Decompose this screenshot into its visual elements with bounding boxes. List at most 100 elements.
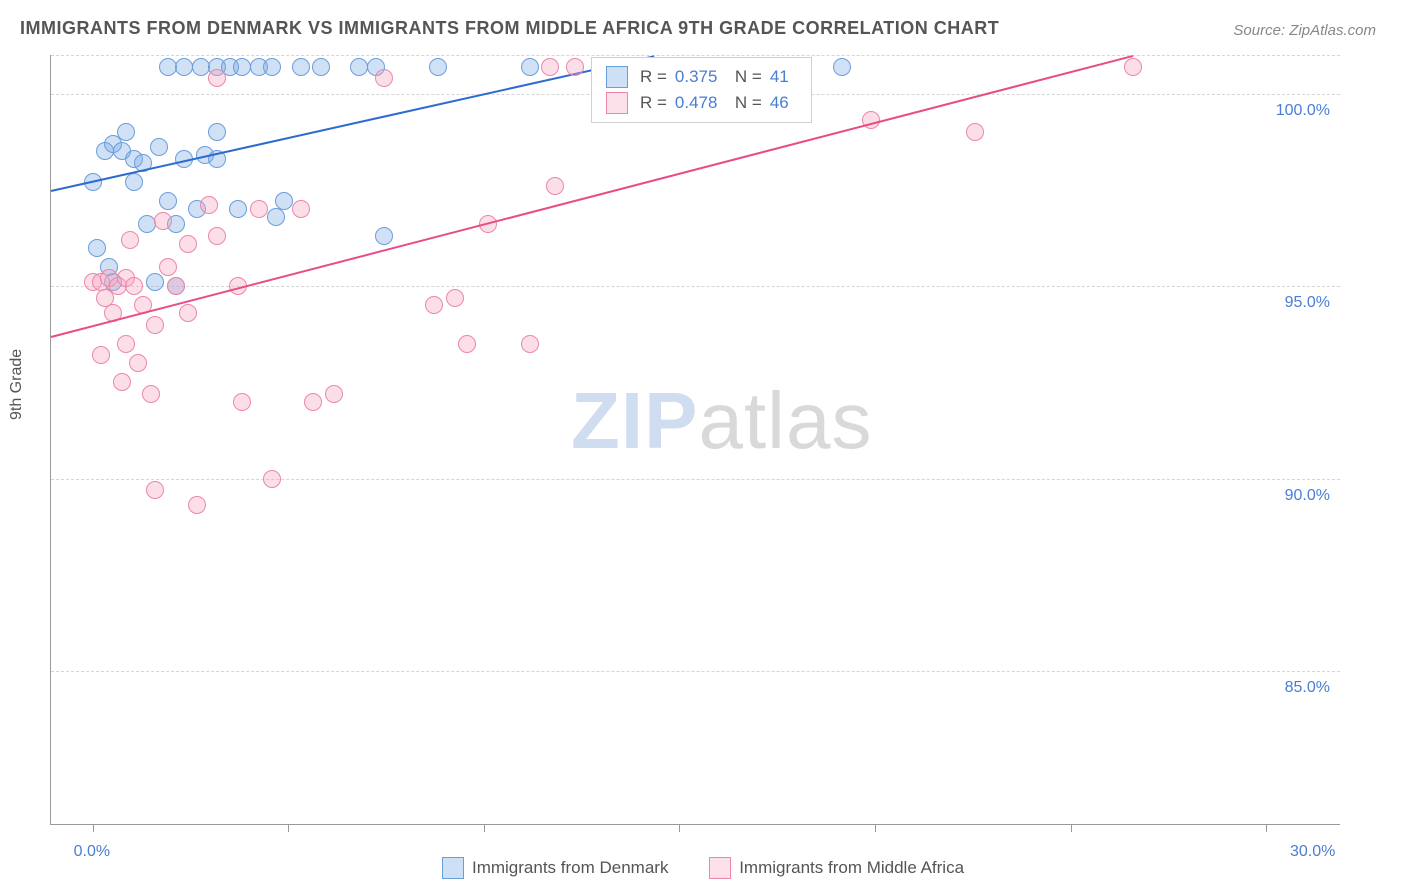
data-point-denmark: [117, 123, 135, 141]
data-point-denmark: [175, 58, 193, 76]
y-axis-title: 9th Grade: [8, 349, 26, 420]
data-point-denmark: [312, 58, 330, 76]
data-point-denmark: [233, 58, 251, 76]
correlation-swatch-middle_africa: [606, 92, 628, 114]
watermark-atlas: atlas: [698, 376, 872, 465]
data-point-denmark: [275, 192, 293, 210]
data-point-middle_africa: [188, 496, 206, 514]
chart-title: IMMIGRANTS FROM DENMARK VS IMMIGRANTS FR…: [20, 18, 999, 39]
data-point-middle_africa: [117, 335, 135, 353]
watermark: ZIPatlas: [571, 375, 872, 467]
data-point-middle_africa: [458, 335, 476, 353]
bottom-legend: Immigrants from Denmark Immigrants from …: [0, 857, 1406, 884]
data-point-denmark: [159, 192, 177, 210]
data-point-middle_africa: [546, 177, 564, 195]
correlation-row-middle_africa: R = 0.478 N = 46: [606, 90, 797, 116]
data-point-middle_africa: [167, 277, 185, 295]
correlation-legend: R = 0.375 N = 41 R = 0.478 N = 46: [591, 57, 812, 123]
data-point-middle_africa: [146, 316, 164, 334]
correlation-swatch-denmark: [606, 66, 628, 88]
source-attribution: Source: ZipAtlas.com: [1233, 22, 1376, 39]
legend-item-denmark: Immigrants from Denmark: [442, 857, 668, 879]
data-point-denmark: [150, 138, 168, 156]
data-point-middle_africa: [200, 196, 218, 214]
x-axis-label-min: 0.0%: [74, 843, 110, 861]
data-point-denmark: [350, 58, 368, 76]
data-point-middle_africa: [446, 289, 464, 307]
plot-area: ZIPatlas 85.0%90.0%95.0%100.0%: [50, 55, 1340, 825]
legend-swatch-denmark: [442, 857, 464, 879]
n-label: N =: [725, 67, 761, 87]
data-point-denmark: [375, 227, 393, 245]
x-tick: [93, 824, 94, 832]
data-point-denmark: [138, 215, 156, 233]
data-point-middle_africa: [375, 69, 393, 87]
data-point-middle_africa: [92, 346, 110, 364]
gridline: [51, 671, 1340, 672]
data-point-middle_africa: [521, 335, 539, 353]
data-point-denmark: [267, 208, 285, 226]
gridline: [51, 55, 1340, 56]
y-tick-label: 95.0%: [1285, 294, 1330, 312]
data-point-middle_africa: [129, 354, 147, 372]
chart-container: IMMIGRANTS FROM DENMARK VS IMMIGRANTS FR…: [0, 0, 1406, 892]
data-point-denmark: [229, 200, 247, 218]
x-tick: [484, 824, 485, 832]
y-tick-label: 85.0%: [1285, 679, 1330, 697]
x-tick: [679, 824, 680, 832]
data-point-middle_africa: [250, 200, 268, 218]
legend-label-middle-africa: Immigrants from Middle Africa: [739, 858, 964, 878]
data-point-denmark: [125, 173, 143, 191]
data-point-middle_africa: [113, 373, 131, 391]
data-point-middle_africa: [325, 385, 343, 403]
r-label: R =: [640, 93, 667, 113]
data-point-middle_africa: [233, 393, 251, 411]
data-point-denmark: [208, 123, 226, 141]
r-value-denmark: 0.375: [675, 67, 718, 87]
data-point-middle_africa: [159, 258, 177, 276]
x-tick: [1266, 824, 1267, 832]
data-point-middle_africa: [146, 481, 164, 499]
data-point-middle_africa: [125, 277, 143, 295]
data-point-middle_africa: [208, 227, 226, 245]
data-point-denmark: [833, 58, 851, 76]
data-point-middle_africa: [292, 200, 310, 218]
correlation-row-denmark: R = 0.375 N = 41: [606, 64, 797, 90]
x-tick: [1071, 824, 1072, 832]
trendline-denmark: [51, 55, 655, 192]
x-tick: [288, 824, 289, 832]
data-point-middle_africa: [966, 123, 984, 141]
data-point-denmark: [88, 239, 106, 257]
watermark-zip: ZIP: [571, 376, 698, 465]
data-point-middle_africa: [208, 69, 226, 87]
data-point-middle_africa: [142, 385, 160, 403]
data-point-denmark: [292, 58, 310, 76]
data-point-denmark: [429, 58, 447, 76]
data-point-middle_africa: [1124, 58, 1142, 76]
legend-swatch-middle-africa: [709, 857, 731, 879]
source-prefix: Source:: [1233, 22, 1289, 39]
data-point-middle_africa: [541, 58, 559, 76]
data-point-middle_africa: [179, 304, 197, 322]
data-point-denmark: [159, 58, 177, 76]
data-point-middle_africa: [154, 212, 172, 230]
x-axis-label-max: 30.0%: [1290, 843, 1335, 861]
r-value-middle_africa: 0.478: [675, 93, 718, 113]
r-label: R =: [640, 67, 667, 87]
data-point-middle_africa: [304, 393, 322, 411]
data-point-middle_africa: [263, 470, 281, 488]
n-value-middle_africa: 46: [770, 93, 789, 113]
legend-item-middle-africa: Immigrants from Middle Africa: [709, 857, 964, 879]
data-point-middle_africa: [566, 58, 584, 76]
n-value-denmark: 41: [770, 67, 789, 87]
data-point-middle_africa: [425, 296, 443, 314]
y-tick-label: 100.0%: [1276, 102, 1330, 120]
data-point-denmark: [521, 58, 539, 76]
data-point-denmark: [146, 273, 164, 291]
data-point-denmark: [263, 58, 281, 76]
data-point-denmark: [192, 58, 210, 76]
n-label: N =: [725, 93, 761, 113]
data-point-middle_africa: [179, 235, 197, 253]
data-point-middle_africa: [121, 231, 139, 249]
gridline: [51, 479, 1340, 480]
